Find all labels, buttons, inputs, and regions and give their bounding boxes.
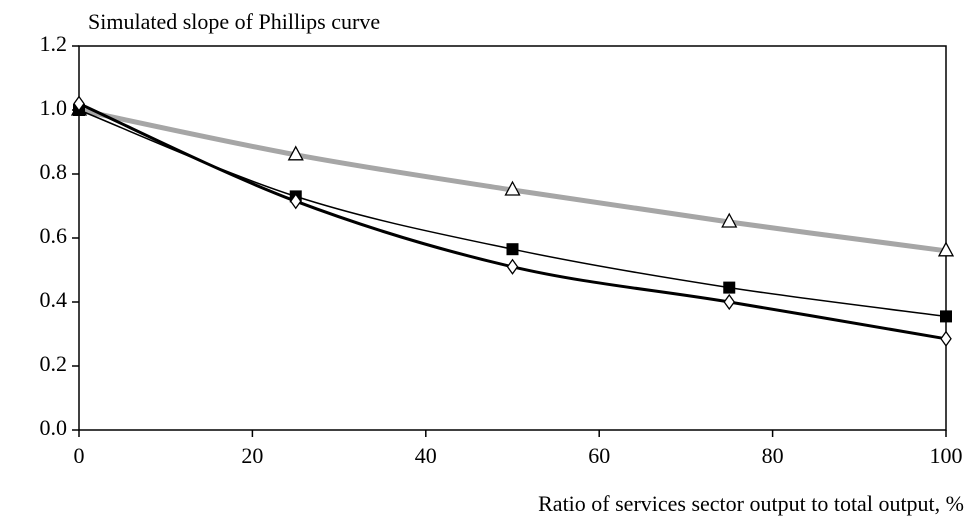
marker	[723, 281, 736, 294]
series-line	[78, 109, 947, 318]
x-tick-label: 20	[241, 443, 263, 468]
x-tick-label: 80	[762, 443, 784, 468]
marker	[506, 243, 519, 256]
y-tick-label: 0.6	[40, 223, 68, 248]
marker	[723, 293, 736, 311]
marker	[506, 258, 519, 275]
plot-frame	[78, 45, 947, 431]
marker	[73, 95, 85, 112]
x-tick-label: 0	[74, 443, 85, 468]
x-tick-label: 60	[588, 443, 610, 468]
y-tick-label: 1.2	[40, 31, 68, 56]
y-tick-label: 0.4	[40, 287, 68, 312]
marker	[940, 330, 952, 347]
marker	[937, 241, 955, 257]
x-tick-label: 40	[415, 443, 437, 468]
marker	[289, 193, 302, 210]
marker	[504, 180, 521, 196]
marker	[287, 145, 304, 161]
y-tick-label: 0.0	[40, 415, 68, 440]
y-tick-label: 0.8	[40, 159, 68, 184]
y-tick-label: 1.0	[40, 95, 68, 120]
x-tick-label: 100	[930, 443, 963, 468]
x-axis-label: Ratio of services sector output to total…	[538, 491, 964, 516]
marker	[940, 310, 952, 323]
y-tick-label: 0.2	[40, 351, 68, 376]
marker	[721, 212, 738, 228]
series-line	[78, 107, 947, 254]
chart-title: Simulated slope of Phillips curve	[88, 9, 380, 34]
